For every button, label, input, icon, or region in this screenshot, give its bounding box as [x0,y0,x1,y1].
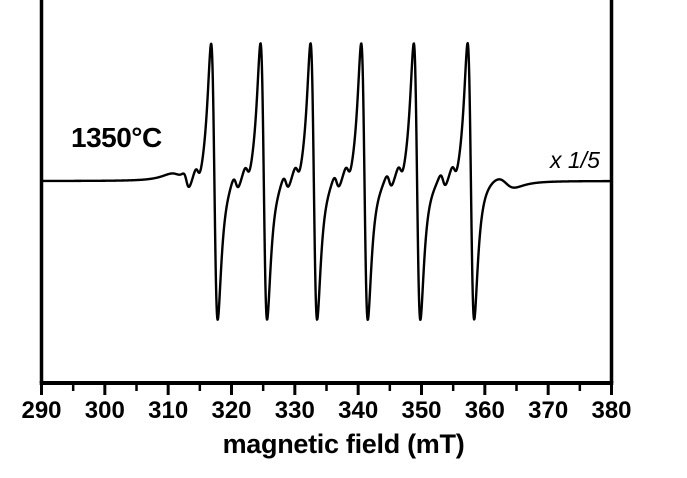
x-axis-tick-labels: 290 300 310 320 330 340 350 360 370 380 [21,397,631,424]
temperature-annotation: 1350°C [71,122,162,153]
axis-frame [39,0,614,385]
x-tick-label: 350 [401,397,441,424]
x-axis-ticks [40,385,613,395]
scale-factor-annotation: x 1/5 [550,147,600,173]
x-tick-label: 380 [591,397,631,424]
x-axis-title: magnetic field (mT) [222,429,465,459]
x-tick-label: 290 [21,397,61,424]
x-tick-label: 370 [528,397,568,424]
x-tick-label: 330 [275,397,315,424]
x-tick-label: 360 [465,397,505,424]
x-tick-label: 340 [338,397,378,424]
x-tick-label: 310 [148,397,188,424]
epr-spectrum-curve [40,41,613,322]
x-tick-label: 320 [211,397,251,424]
x-tick-label: 300 [85,397,125,424]
